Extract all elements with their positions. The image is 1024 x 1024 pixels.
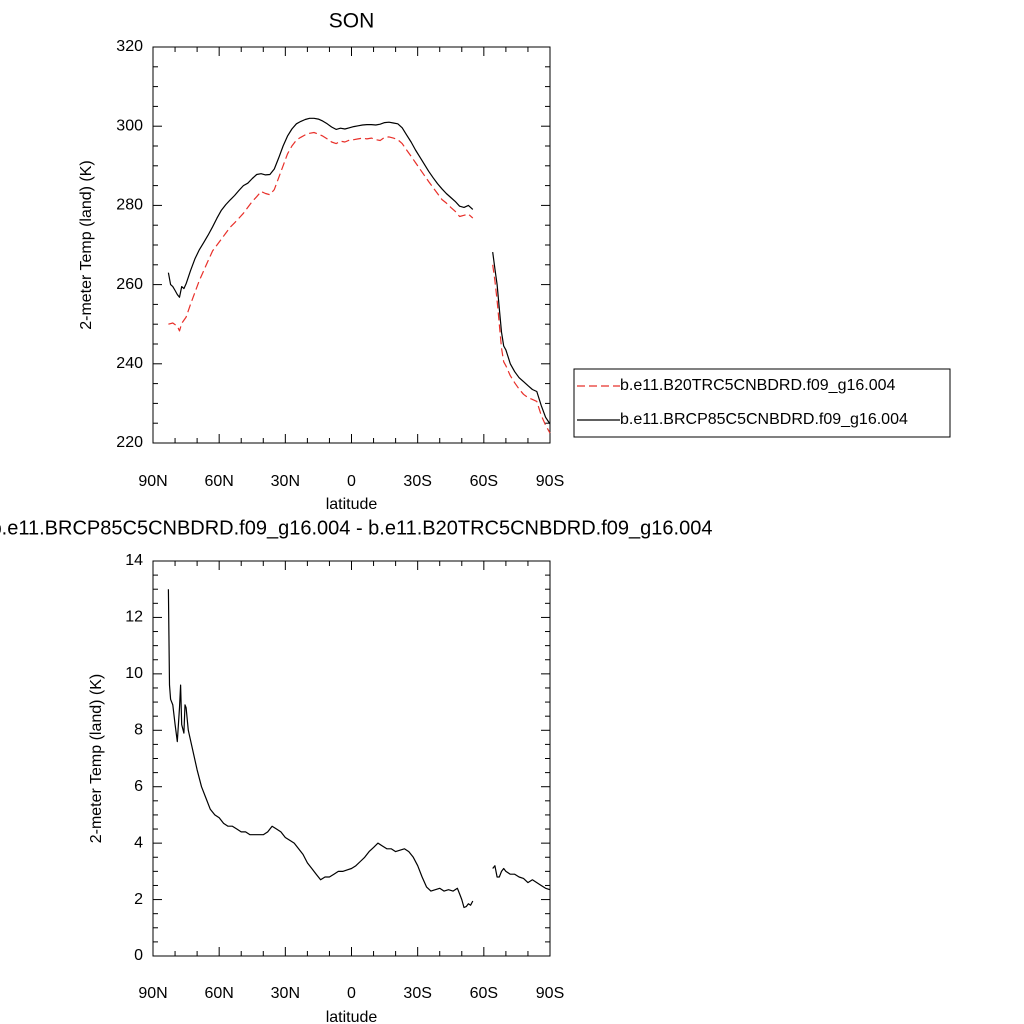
series-1-line-segment-1 bbox=[167, 589, 474, 909]
y-tick-label: 10 bbox=[125, 665, 143, 682]
x-tick-label: 30N bbox=[271, 473, 300, 490]
y-tick-label: 12 bbox=[125, 609, 143, 626]
x-tick-label: 90N bbox=[138, 985, 167, 1002]
x-tick-label: 90S bbox=[536, 985, 564, 1002]
y-axis-label: 2-meter Temp (land) (K) bbox=[78, 160, 95, 330]
y-axis-label: 2-meter Temp (land) (K) bbox=[88, 674, 105, 844]
plot-frame bbox=[152, 46, 551, 444]
chart-title: SON bbox=[329, 10, 375, 33]
y-tick-label: 8 bbox=[134, 722, 143, 739]
legend-entry-1: b.e11.B20TRC5CNBDRD.f09_g16.004 bbox=[620, 377, 896, 394]
y-tick-label: 280 bbox=[116, 197, 143, 214]
y-tick-label: 240 bbox=[116, 355, 143, 372]
legend: b.e11.B20TRC5CNBDRD.f09_g16.004 b.e11.BRC… bbox=[573, 368, 951, 438]
series-1-line-segment-2 bbox=[492, 264, 551, 434]
y-tick-label: 2 bbox=[134, 891, 143, 908]
x-tick-label: 90S bbox=[536, 473, 564, 490]
x-tick-label: 30N bbox=[271, 985, 300, 1002]
series-1-line-segment-2 bbox=[492, 865, 551, 891]
chart-title: b.e11.BRCP85C5CNBDRD.f09_g16.004 - b.e11… bbox=[0, 517, 712, 539]
x-axis-label: latitude bbox=[326, 496, 378, 513]
series-2-line-segment-1 bbox=[167, 117, 474, 298]
y-tick-label: 0 bbox=[134, 947, 143, 964]
y-tick-label: 4 bbox=[134, 834, 143, 851]
chart-panel-1: SON 90N 60N 30N 0 30S 60S 90S 220 240 260 280 300 320… bbox=[78, 10, 951, 513]
y-tick-label: 320 bbox=[116, 38, 143, 55]
y-tick-label: 6 bbox=[134, 778, 143, 795]
x-tick-label: 0 bbox=[347, 985, 356, 1002]
chart-panel-2: b.e11.BRCP85C5CNBDRD.f09_g16.004 - b.e11… bbox=[0, 517, 712, 1024]
x-tick-label: 90N bbox=[138, 473, 167, 490]
x-tick-label: 60S bbox=[470, 985, 498, 1002]
x-tick-label: 60N bbox=[204, 473, 233, 490]
legend-box bbox=[573, 368, 951, 438]
series-1-line-segment-1 bbox=[168, 131, 474, 332]
legend-entry-2: b.e11.BRCP85C5CNBDRD.f09_g16.004 bbox=[620, 411, 908, 428]
plot-frame bbox=[152, 560, 551, 957]
series-2-line-segment-2 bbox=[492, 252, 551, 425]
x-tick-label: 60N bbox=[204, 985, 233, 1002]
y-tick-label: 220 bbox=[116, 434, 143, 451]
x-tick-label: 30S bbox=[403, 985, 431, 1002]
y-tick-label: 14 bbox=[125, 552, 143, 569]
x-tick-label: 30S bbox=[403, 473, 431, 490]
x-tick-label: 60S bbox=[470, 473, 498, 490]
x-axis-label: latitude bbox=[326, 1009, 378, 1024]
y-tick-label: 260 bbox=[116, 276, 143, 293]
x-tick-label: 0 bbox=[347, 473, 356, 490]
y-tick-label: 300 bbox=[116, 117, 143, 134]
